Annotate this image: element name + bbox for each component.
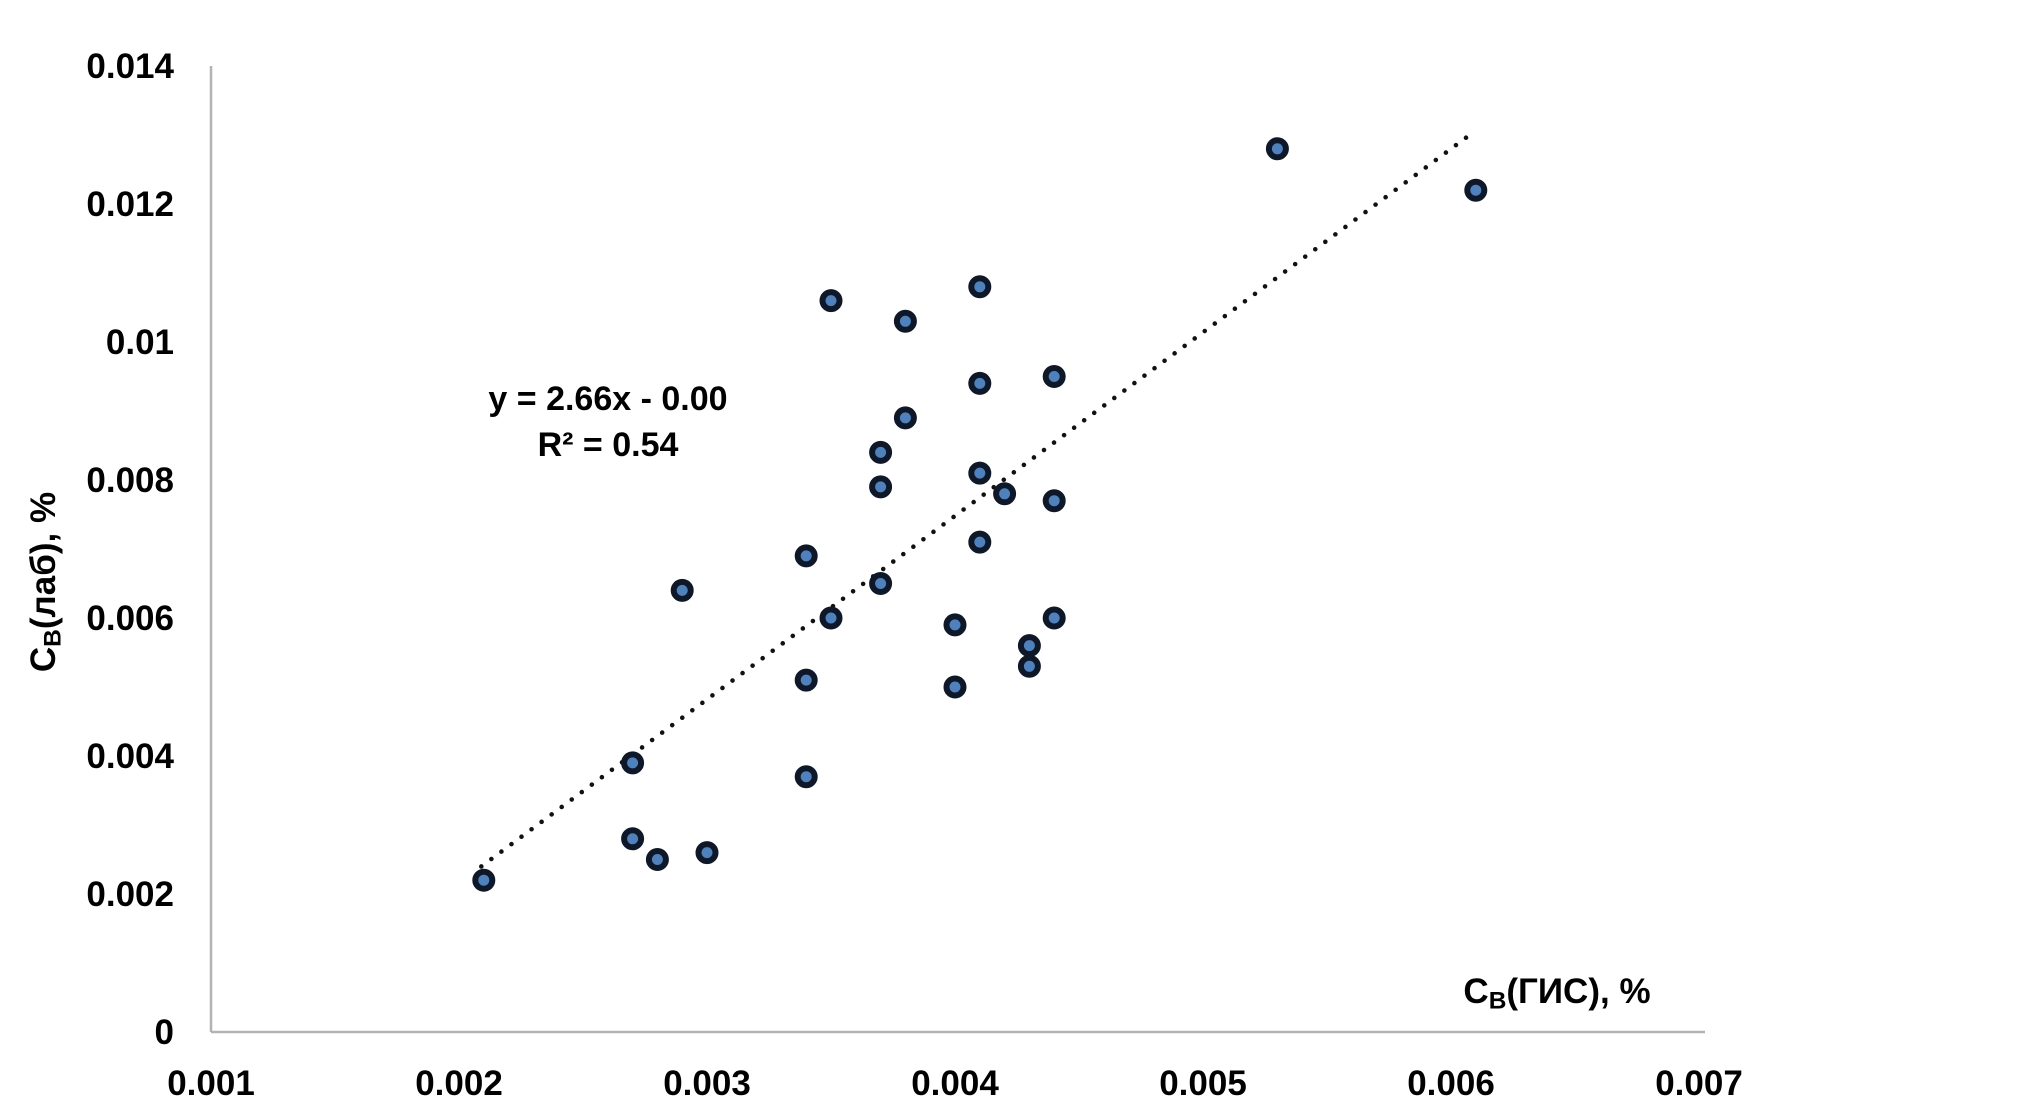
data-point	[819, 289, 843, 313]
data-point	[993, 482, 1017, 506]
data-point	[794, 544, 818, 568]
x-tick-label: 0.002	[415, 1064, 503, 1103]
data-point	[1265, 137, 1289, 161]
data-point	[869, 475, 893, 499]
x-axis-title-subscript: В	[1488, 987, 1507, 1015]
y-tick-label: 0.004	[86, 737, 174, 776]
data-point	[1017, 654, 1041, 678]
data-point	[472, 868, 496, 892]
data-point	[1017, 634, 1041, 658]
y-tick-label: 0.006	[86, 599, 174, 638]
trendline-equation: y = 2.66x - 0.00	[488, 380, 728, 418]
data-point	[968, 371, 992, 395]
x-axis-title-rest: (ГИС), %	[1506, 972, 1651, 1011]
x-tick-label: 0.007	[1655, 1064, 1743, 1103]
x-axis-title: CВ(ГИС), %	[1357, 972, 1757, 1015]
data-point	[1042, 489, 1066, 513]
data-point	[869, 572, 893, 595]
x-tick-label: 0.001	[167, 1064, 255, 1103]
y-tick-label: 0.002	[86, 875, 174, 914]
data-point	[943, 675, 967, 699]
y-tick-label: 0.012	[86, 185, 174, 224]
y-axis-title-base: C	[24, 646, 63, 673]
data-point	[670, 578, 694, 602]
x-tick-label: 0.006	[1407, 1064, 1495, 1103]
x-axis-title-base: C	[1463, 972, 1489, 1011]
data-point	[695, 841, 719, 865]
y-axis-title-subscript: В	[39, 629, 67, 647]
x-tick-label: 0.003	[663, 1064, 751, 1103]
data-point	[621, 827, 645, 851]
data-point	[893, 309, 917, 333]
x-tick-label: 0.005	[1159, 1064, 1247, 1103]
data-point	[794, 765, 818, 789]
data-point	[968, 530, 992, 554]
data-point	[968, 461, 992, 485]
data-point	[1042, 365, 1066, 388]
y-tick-label: 0.014	[86, 47, 174, 86]
data-point	[1464, 178, 1488, 202]
y-axis-title: CВ(лаб), %	[24, 382, 67, 782]
trendline-r-squared: R² = 0.54	[537, 426, 679, 464]
data-point	[968, 275, 992, 299]
data-point	[893, 406, 917, 430]
x-tick-label: 0.004	[911, 1064, 999, 1103]
data-point	[819, 606, 843, 630]
data-point	[869, 440, 893, 464]
trendline	[479, 131, 1474, 869]
y-tick-label: 0	[155, 1013, 174, 1052]
data-point	[794, 668, 818, 692]
data-point	[645, 848, 669, 871]
y-axis-title-rest: (лаб), %	[24, 491, 63, 630]
data-point	[621, 751, 645, 775]
trendline-annotation: y = 2.66x - 0.00 R² = 0.54	[348, 376, 868, 468]
y-tick-label: 0.01	[106, 323, 174, 362]
data-point	[1042, 606, 1066, 630]
y-tick-label: 0.008	[86, 461, 174, 500]
data-point	[943, 613, 967, 637]
